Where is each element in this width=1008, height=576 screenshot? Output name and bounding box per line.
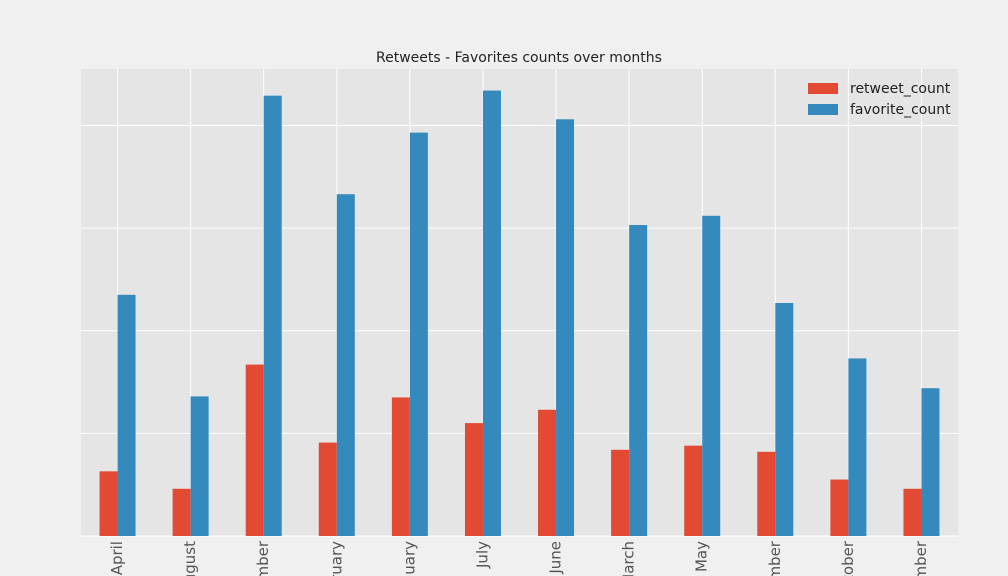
bar	[629, 225, 648, 536]
bar	[190, 396, 209, 536]
bar	[830, 479, 849, 536]
x-tick-label: July	[473, 541, 491, 569]
bar	[318, 442, 337, 536]
chart-title: Retweets - Favorites counts over months	[376, 50, 662, 66]
bar	[611, 449, 630, 536]
bar	[903, 488, 922, 536]
bar	[921, 388, 940, 536]
bar	[99, 471, 118, 536]
x-tick-label: April	[108, 541, 126, 575]
legend-swatch	[808, 104, 838, 115]
bar	[117, 294, 136, 536]
x-tick-label: August	[181, 541, 199, 576]
bar	[684, 445, 703, 536]
legend-swatch	[808, 83, 838, 94]
bar	[775, 303, 794, 536]
x-tick-label: November	[766, 540, 784, 576]
bar	[391, 397, 410, 536]
x-tick-label: March	[620, 541, 638, 576]
x-tick-label: February	[327, 541, 345, 576]
bar	[245, 364, 264, 536]
bar	[464, 423, 483, 536]
bar	[409, 132, 428, 536]
bar	[336, 194, 355, 536]
bar	[757, 451, 776, 536]
bar	[172, 488, 191, 536]
x-tick-label: October	[839, 540, 857, 576]
x-tick-label: December	[254, 540, 272, 576]
bar	[263, 95, 282, 536]
x-tick-label: May	[693, 541, 711, 572]
bar	[482, 90, 501, 537]
x-tick-label: January	[400, 541, 418, 576]
legend-label: retweet_count	[850, 81, 951, 97]
bar	[538, 409, 557, 536]
legend-label: favorite_count	[850, 102, 951, 118]
x-tick-label: June	[547, 541, 565, 575]
x-tick-label: September	[912, 540, 930, 576]
bar	[702, 215, 721, 536]
plot-area	[81, 69, 958, 536]
bar	[556, 119, 575, 537]
bar	[848, 358, 867, 536]
